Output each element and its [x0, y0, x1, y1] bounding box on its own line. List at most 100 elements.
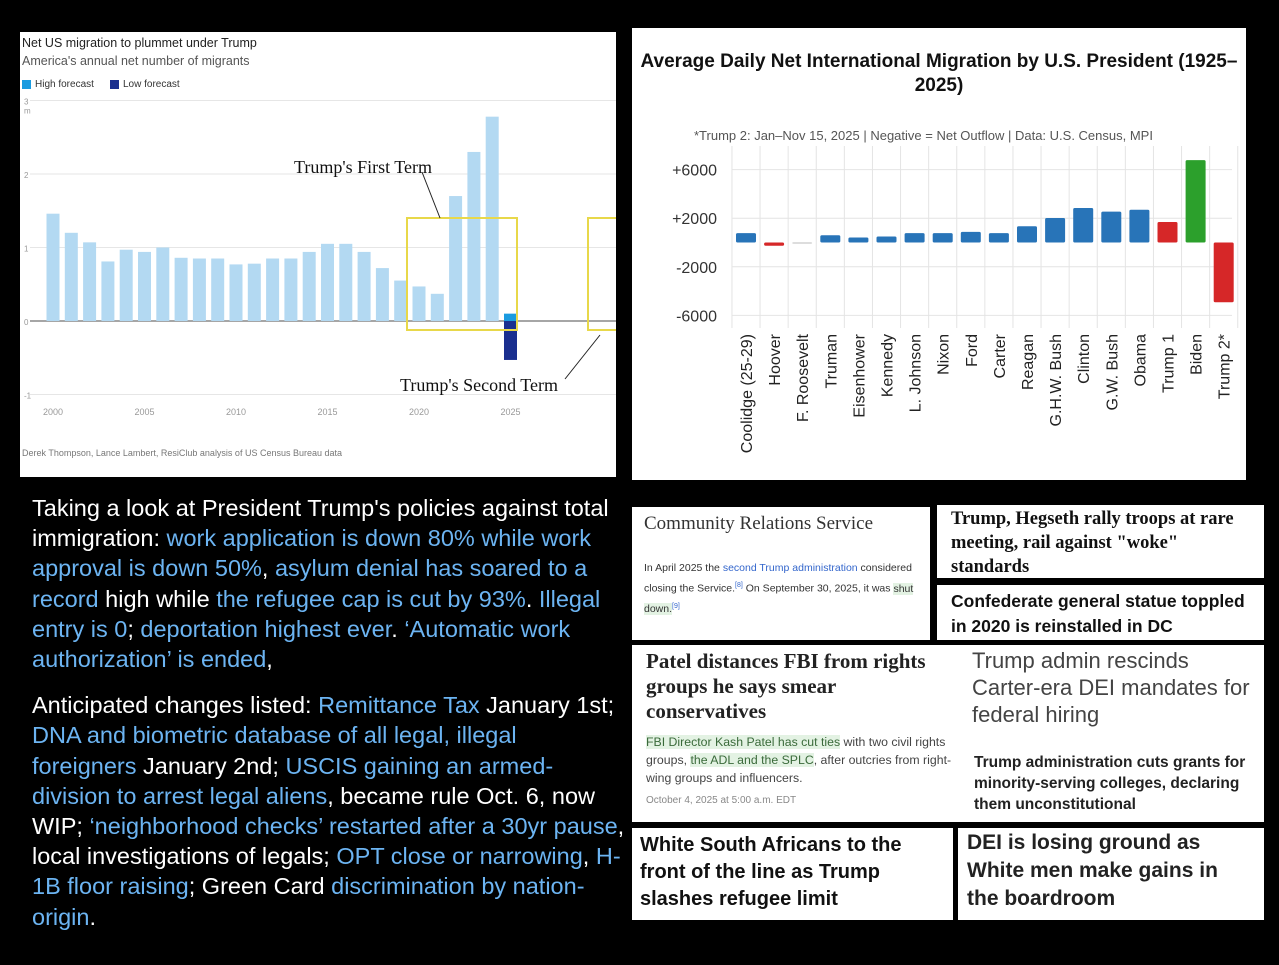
- highlight-text: OPT close or narrowing: [336, 843, 583, 870]
- chart-1-title: Net US migration to plummet under Trump: [22, 36, 257, 50]
- bar-Eisenhower: [848, 237, 869, 243]
- net-migration-chart: -1 0 1 2 3 m 2000 2005 2010 2015 2020 2025 Net US m…: [20, 32, 616, 477]
- bar-2017: [357, 251, 371, 321]
- second-term-box: [587, 217, 616, 331]
- legend-high: High forecast: [22, 79, 94, 90]
- y-tick-label: +6000: [672, 163, 717, 180]
- highlight-text: H-1B floor raising: [32, 843, 621, 900]
- bar-Trump 2*: [1213, 242, 1234, 303]
- x-tick-label: Hoover: [767, 333, 784, 385]
- bar-2013: [284, 258, 298, 321]
- first-term-pointer: [421, 171, 441, 219]
- plain-text: January 2nd;: [136, 752, 286, 779]
- hegseth-headline: Trump, Hegseth rally troops at rare meet…: [937, 505, 1264, 578]
- bar-Reagan: [1017, 226, 1037, 243]
- bar-Ford: [960, 231, 981, 243]
- bar-2001: [64, 232, 78, 321]
- bar-Coolidge (25-29): [736, 233, 756, 243]
- plain-text: ;: [127, 615, 141, 642]
- x-tick-label: 2015: [317, 407, 337, 417]
- x-tick-label: Truman: [823, 334, 840, 389]
- chart-2-plot: +6000 +2000 -2000 -6000 Coolidge (25-29) Hoov…: [672, 146, 1239, 453]
- chart-2-subtitle: *Trump 2: Jan–Nov 15, 2025 | Negative = …: [694, 128, 1153, 143]
- bar-2020: [412, 286, 426, 321]
- bar-Clinton: [1073, 207, 1094, 243]
- crs-body: In April 2025 the second Trump administr…: [644, 562, 914, 615]
- x-tick-label: Reagan: [1020, 334, 1037, 390]
- x-tick-label: G.H.W. Bush: [1048, 334, 1065, 426]
- policy-summary-text: Taking a look at President Trump's polic…: [32, 493, 627, 948]
- dei-boardroom-headline: DEI is losing ground as White men make g…: [958, 828, 1264, 920]
- link-second-trump-admin[interactable]: second Trump administration: [722, 562, 858, 574]
- x-tick-label: 2025: [500, 407, 520, 417]
- plain-text: ,: [266, 646, 273, 673]
- second-term-pointer: [564, 334, 601, 380]
- annotation-first-term: Trump's First Term: [294, 157, 433, 177]
- y-tick-label: 0: [24, 318, 29, 327]
- bar-2002: [83, 242, 97, 321]
- bar-2015: [321, 243, 334, 321]
- y-tick-label: 1: [24, 245, 29, 254]
- highlight-text: Illegal entry is 0: [32, 585, 601, 642]
- crs-title: Community Relations Service: [644, 513, 874, 534]
- patel-date: October 4, 2025 at 5:00 a.m. EDT: [646, 795, 797, 806]
- highlight-text: work application is down 80% while work …: [32, 525, 592, 582]
- chart-1-source: Derek Thompson, Lance Lambert, ResiClub …: [22, 448, 343, 458]
- bar-Truman: [820, 235, 841, 243]
- x-tick-label: Obama: [1132, 334, 1149, 387]
- plain-text: .: [391, 615, 405, 642]
- bar-2025-high: [504, 313, 517, 321]
- plain-text: .: [525, 585, 539, 612]
- highlight-text: Remittance Tax: [318, 692, 480, 719]
- chart-2-title: Average Daily Net International Migratio…: [640, 51, 1238, 96]
- bar-F. Roosevelt: [792, 242, 813, 244]
- highlight-text: discrimination by nation-origin: [32, 873, 585, 930]
- y-unit-label: m: [24, 107, 31, 116]
- bar-2009: [211, 258, 225, 321]
- dei-hiring-headline: Trump admin rescinds Carter-era DEI mand…: [972, 648, 1250, 727]
- bar-2014: [302, 251, 316, 321]
- x-tick-label: Eisenhower: [851, 333, 868, 417]
- bar-2003: [101, 261, 115, 321]
- patel-headline: Patel distances FBI from rights groups h…: [646, 649, 926, 723]
- patel-body: FBI Director Kash Patel has cut ties wit…: [646, 735, 952, 785]
- x-tick-label: Clinton: [1076, 334, 1093, 384]
- plain-text: , local investigations of legals;: [32, 813, 625, 870]
- x-tick-label: 2010: [226, 407, 246, 417]
- x-tick-label: G.W. Bush: [1104, 334, 1121, 410]
- x-tick-label: Coolidge (25-29): [739, 334, 756, 453]
- bar-2012: [266, 258, 280, 321]
- bar-Biden: [1185, 160, 1206, 243]
- south-africans-headline: White South Africans to the front of the…: [632, 828, 953, 920]
- plain-text: Anticipated changes listed:: [32, 692, 319, 719]
- x-tick-label: 2005: [134, 407, 154, 417]
- plain-text: high while: [98, 585, 217, 612]
- x-tick-label: Carter: [992, 333, 1009, 378]
- crs-card: Community Relations Service In April 202…: [632, 507, 930, 640]
- x-tick-label: Trump 1: [1161, 334, 1178, 393]
- first-term-box: [406, 217, 518, 331]
- x-tick-label: Trump 2*: [1217, 334, 1234, 399]
- y-tick-label: -1: [24, 392, 32, 401]
- plain-text: ; Green Card: [188, 873, 332, 900]
- x-tick-label: Biden: [1189, 334, 1206, 375]
- patel-dei-card: Patel distances FBI from rights groups h…: [632, 645, 1264, 822]
- bar-2006: [156, 247, 170, 321]
- plain-text: ,: [582, 843, 596, 870]
- highlight-text: ‘neighborhood checks’ restarted after a …: [89, 813, 618, 840]
- bar-2004: [119, 249, 133, 321]
- bar-2021: [430, 293, 444, 321]
- x-tick-label: 2000: [43, 407, 63, 417]
- bar-2019: [394, 280, 408, 321]
- y-tick-label: 3: [24, 98, 29, 107]
- plain-text: January 1st;: [479, 692, 615, 719]
- highlight-text: USCIS gaining an armed-division to arres…: [32, 752, 554, 809]
- presidents-migration-chart: +6000 +2000 -2000 -6000 Coolidge (25-29) Hoov…: [632, 28, 1246, 480]
- grants-headline: Trump administration cuts grants for min…: [974, 754, 1246, 813]
- y-tick-label: -2000: [676, 260, 717, 277]
- bar-2016: [339, 243, 353, 321]
- legend-low: Low forecast: [110, 79, 180, 90]
- bar-2022: [449, 196, 463, 321]
- y-tick-label: -6000: [676, 308, 717, 325]
- plain-text: ,: [261, 555, 275, 582]
